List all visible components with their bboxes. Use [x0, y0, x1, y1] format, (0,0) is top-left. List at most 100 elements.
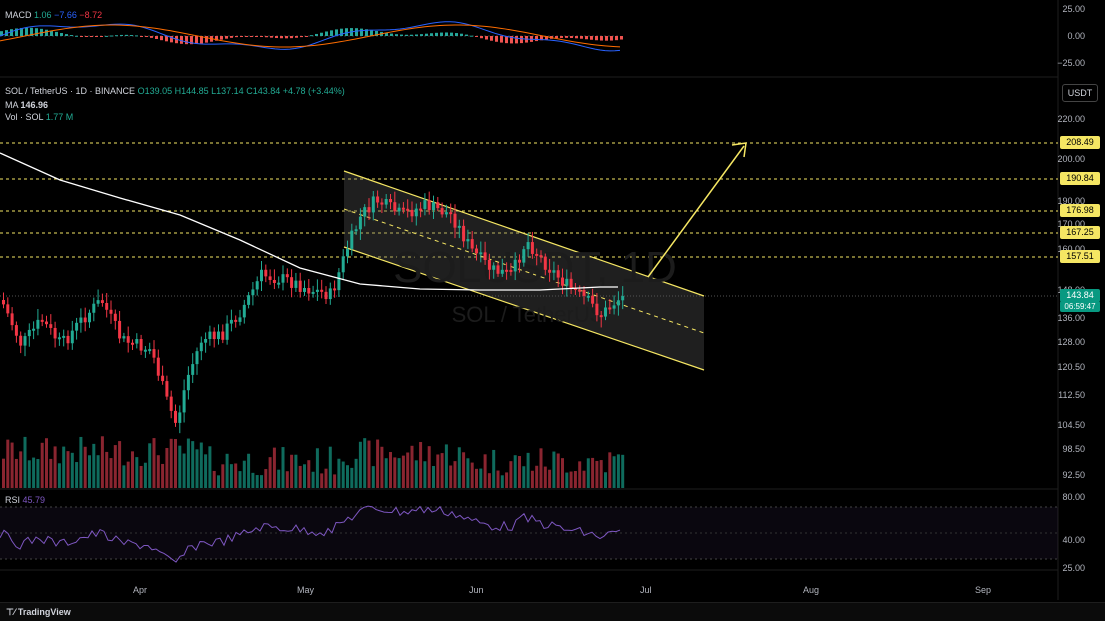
- candle-body: [70, 330, 74, 344]
- candle-body: [156, 357, 160, 376]
- volume-bar: [139, 465, 143, 488]
- current-price-tag[interactable]: 143.84: [1060, 289, 1100, 302]
- macd-histogram-bar: [585, 36, 588, 40]
- volume-bar: [453, 461, 457, 488]
- close-value: C143.84: [246, 86, 281, 96]
- candle-body: [40, 319, 44, 322]
- macd-histogram-bar: [365, 29, 368, 36]
- candle-body: [208, 331, 212, 340]
- candle-body: [113, 313, 117, 321]
- channel-lower-line[interactable]: [343, 246, 705, 371]
- macd-histogram-bar: [25, 27, 28, 36]
- candle-body: [333, 288, 337, 291]
- volume-bar: [487, 473, 491, 488]
- candle-body: [45, 321, 48, 325]
- volume-bar: [122, 465, 126, 488]
- volume-bar: [380, 446, 384, 488]
- volume-bar: [586, 458, 590, 488]
- candle-body: [591, 295, 595, 304]
- macd-histogram-bar: [340, 28, 343, 36]
- ma-legend[interactable]: MA 146.96: [5, 100, 48, 110]
- candlesticks[interactable]: [2, 190, 625, 434]
- channel-upper-line[interactable]: [343, 170, 705, 297]
- volume-bar: [358, 441, 362, 488]
- volume-bar: [105, 451, 109, 488]
- macd-histogram-bar: [85, 36, 88, 37]
- macd-histogram-bar: [95, 36, 98, 37]
- currency-button[interactable]: USDT: [1062, 84, 1098, 102]
- candle-body: [23, 336, 27, 346]
- macd-axis-label: −25.00: [1057, 58, 1085, 68]
- macd-histogram-bar: [0, 31, 3, 36]
- macd-histogram-bar: [465, 34, 468, 36]
- volume-bar: [70, 452, 74, 488]
- macd-histogram-bar: [190, 36, 193, 45]
- macd-histogram-bar: [220, 36, 223, 40]
- volume-bar: [376, 439, 380, 488]
- time-axis-label: May: [297, 585, 315, 595]
- volume-bar: [10, 442, 14, 488]
- volume-bar: [238, 471, 242, 488]
- candle-body: [354, 229, 358, 232]
- macd-histogram-bar: [120, 34, 123, 36]
- price-axis-label: 120.50: [1057, 362, 1085, 372]
- macd-histogram-bar: [270, 36, 273, 38]
- volume-bar: [354, 458, 358, 488]
- price-axis-label: 104.50: [1057, 420, 1085, 430]
- volume-bar: [612, 456, 616, 488]
- horizontal-levels[interactable]: [0, 142, 1058, 258]
- tradingview-logo[interactable]: ⊤⁄ TradingView: [6, 607, 71, 618]
- candle-body: [109, 309, 113, 314]
- candle-body: [578, 289, 582, 292]
- price-axis-label: 190.00: [1057, 196, 1085, 206]
- candle-body: [324, 291, 328, 300]
- macd-histogram-bar: [580, 36, 583, 39]
- channel-fill[interactable]: [344, 171, 704, 370]
- macd-histogram-bar: [230, 36, 233, 38]
- volume-bar: [32, 457, 36, 488]
- level-tag[interactable]: 167.25: [1060, 226, 1100, 239]
- candle-body: [543, 256, 547, 270]
- level-tag[interactable]: 176.98: [1060, 204, 1100, 217]
- macd-histogram-bar: [145, 36, 148, 37]
- candle-body: [285, 274, 289, 278]
- candle-body: [135, 338, 139, 344]
- candle-body: [32, 328, 36, 331]
- volume-bar: [492, 449, 496, 488]
- volume-bar: [621, 454, 625, 488]
- breakout-arrow-line[interactable]: [647, 145, 745, 278]
- volume-bar: [234, 463, 238, 488]
- volume-bar: [260, 475, 263, 488]
- candle-body: [217, 331, 220, 340]
- macd-histogram-bar: [520, 36, 523, 44]
- macd-histogram-bar: [110, 35, 113, 37]
- candle-body: [380, 202, 384, 205]
- candle-body: [298, 280, 302, 292]
- level-tag[interactable]: 190.84: [1060, 172, 1100, 185]
- macd-histogram-bar: [575, 36, 578, 39]
- candle-body: [479, 252, 483, 255]
- macd-histogram-bar: [295, 36, 298, 38]
- macd-histogram-bar: [125, 34, 128, 36]
- candle-body: [75, 322, 79, 331]
- volume-bar: [251, 472, 255, 488]
- macd-legend[interactable]: MACD 1.06 −7.66 −8.72: [5, 10, 102, 20]
- rsi-legend[interactable]: RSI 45.79: [5, 495, 45, 505]
- candle-body: [341, 256, 345, 273]
- candle-body: [539, 255, 543, 258]
- level-tag[interactable]: 157.51: [1060, 250, 1100, 263]
- candle-body: [612, 305, 616, 309]
- macd-histogram-bar: [15, 28, 18, 36]
- volume-bar: [75, 462, 79, 488]
- macd-histogram-bar: [45, 29, 48, 36]
- macd-histogram-bar: [290, 36, 293, 39]
- symbol-legend[interactable]: SOL / TetherUS · 1D · BINANCE O139.05 H1…: [5, 86, 345, 96]
- macd-histogram-bar: [600, 36, 603, 41]
- volume-legend[interactable]: Vol · SOL 1.77 M: [5, 112, 73, 122]
- candle-body: [281, 274, 285, 283]
- candle-body: [449, 212, 453, 215]
- level-tag[interactable]: 208.49: [1060, 136, 1100, 149]
- volume-bar: [204, 454, 208, 488]
- candle-body: [328, 288, 332, 300]
